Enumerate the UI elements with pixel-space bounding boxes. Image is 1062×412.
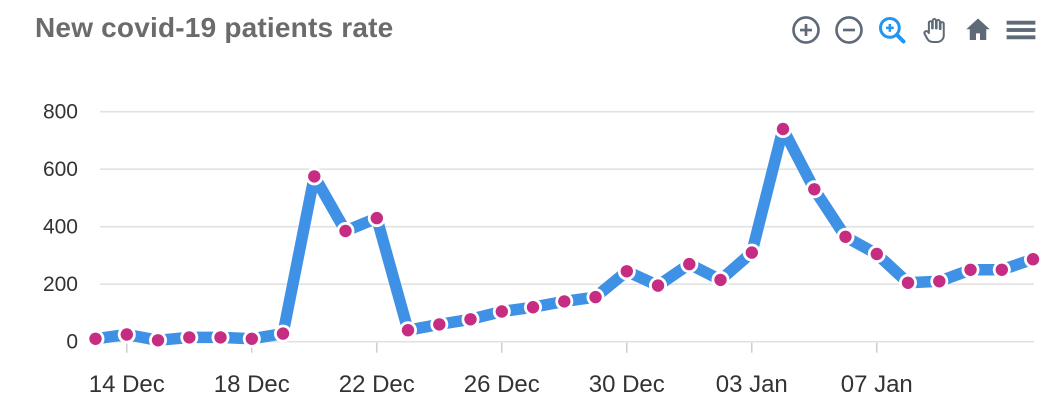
data-point-marker[interactable] — [370, 211, 383, 225]
line-chart[interactable]: 0 200 400 600 800 14 Dec 18 Dec 22 Dec 26 Dec 30 … — [0, 60, 1062, 412]
data-point-marker[interactable] — [276, 327, 290, 340]
data-point-marker[interactable] — [1026, 253, 1040, 266]
data-point-marker[interactable] — [183, 331, 196, 344]
data-point-marker[interactable] — [401, 324, 415, 337]
circle-plus-icon — [792, 16, 820, 44]
data-point-marker[interactable] — [214, 331, 227, 344]
data-point-marker[interactable] — [433, 318, 446, 331]
y-tick-label: 800 — [43, 101, 78, 124]
data-point-marker[interactable] — [776, 122, 790, 136]
data-point-marker[interactable] — [151, 334, 165, 347]
x-tick-label: 14 Dec — [89, 371, 165, 398]
data-point-marker[interactable] — [745, 246, 758, 259]
data-point-marker[interactable] — [683, 257, 696, 271]
data-point-marker[interactable] — [120, 328, 133, 341]
home-icon — [966, 18, 990, 40]
data-point-marker[interactable] — [526, 301, 540, 314]
y-tick-label: 600 — [43, 158, 78, 181]
zoom-out-button[interactable] — [834, 15, 864, 45]
circle-minus-icon — [835, 16, 863, 44]
menu-button[interactable] — [1006, 15, 1036, 45]
data-point-marker[interactable] — [589, 290, 602, 304]
zoom-in-button[interactable] — [791, 15, 821, 45]
data-point-marker[interactable] — [839, 230, 852, 243]
data-point-marker[interactable] — [495, 305, 508, 318]
data-point-marker[interactable] — [308, 170, 321, 183]
data-point-marker[interactable] — [620, 265, 633, 278]
box-zoom-button[interactable] — [877, 15, 907, 45]
pan-button[interactable] — [920, 15, 950, 45]
chart-toolbar — [791, 15, 1036, 45]
chart-header: New covid-19 patients rate — [0, 0, 1062, 60]
data-point-marker[interactable] — [339, 224, 352, 238]
y-tick-label: 400 — [43, 216, 78, 239]
data-point-marker[interactable] — [558, 295, 571, 308]
home-button[interactable] — [963, 15, 993, 45]
data-point-marker[interactable] — [964, 263, 977, 276]
x-tick-label: 30 Dec — [589, 371, 665, 398]
data-point-marker[interactable] — [651, 279, 665, 292]
data-point-marker[interactable] — [901, 276, 915, 289]
data-point-marker[interactable] — [464, 313, 477, 326]
x-tick-label: 26 Dec — [464, 371, 540, 398]
hand-icon — [923, 18, 945, 43]
data-point-marker[interactable] — [245, 332, 258, 345]
y-tick-label: 0 — [66, 331, 78, 354]
data-point-marker[interactable] — [870, 247, 883, 261]
hamburger-menu-icon — [1006, 20, 1036, 40]
data-point-marker[interactable] — [995, 263, 1008, 276]
data-point-marker[interactable] — [933, 275, 946, 288]
data-point-marker[interactable] — [714, 273, 727, 287]
x-tick-label: 03 Jan — [716, 371, 788, 398]
x-tick-label: 22 Dec — [339, 371, 415, 398]
magnifier-plus-icon — [879, 17, 906, 44]
chart-title: New covid-19 patients rate — [35, 12, 394, 43]
x-tick-label: 18 Dec — [214, 371, 290, 398]
data-point-marker[interactable] — [89, 332, 102, 345]
y-tick-label: 200 — [43, 273, 78, 296]
x-tick-label: 07 Jan — [841, 371, 913, 398]
data-point-marker[interactable] — [808, 183, 821, 196]
